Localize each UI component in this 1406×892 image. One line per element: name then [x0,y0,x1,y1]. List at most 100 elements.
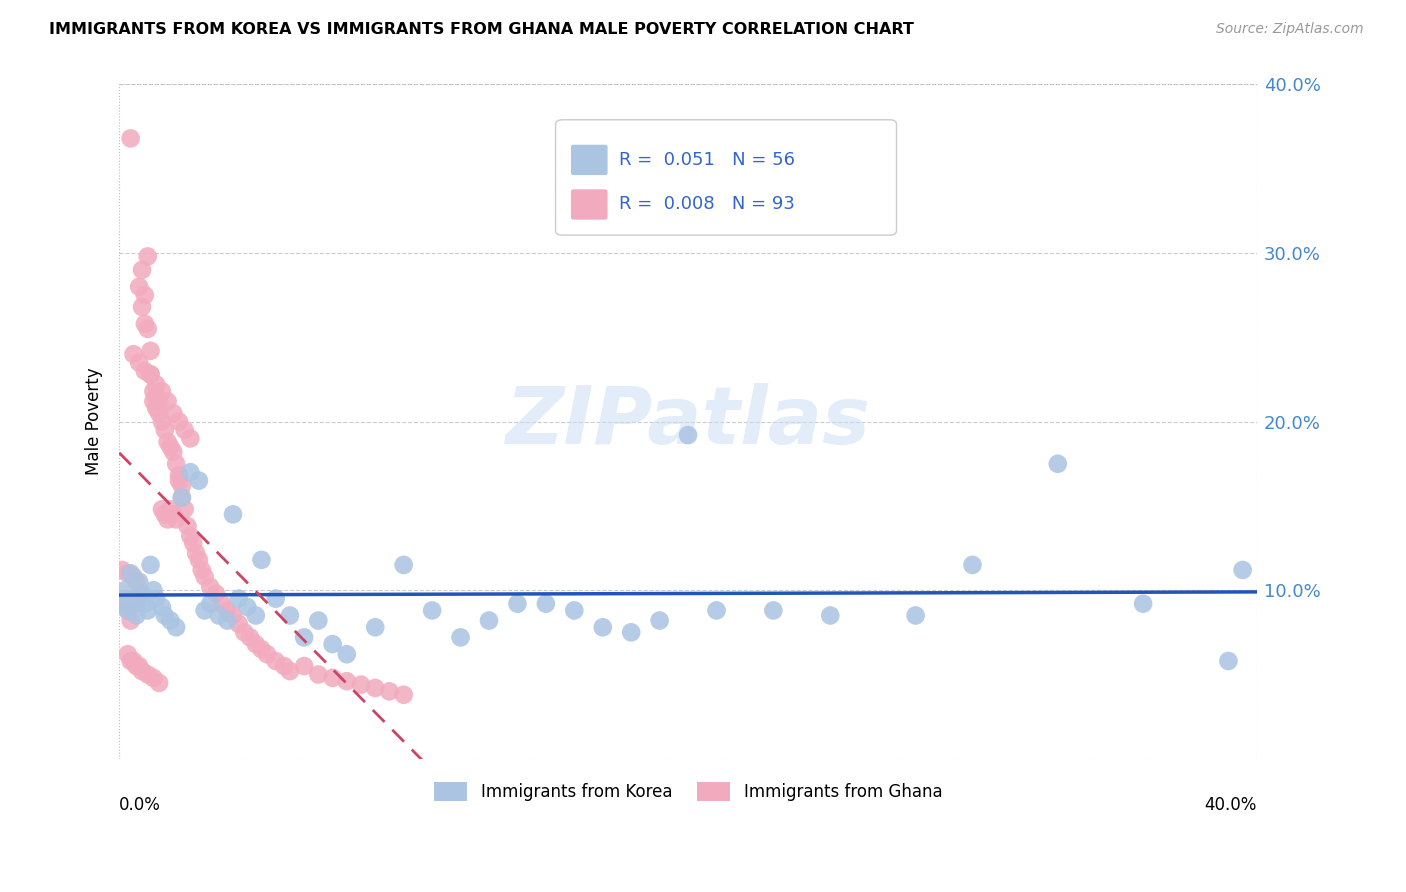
Point [159,440,181,454]
Point [292,631,315,645]
Point [364,681,387,695]
Point [190,563,212,577]
Point [131,300,153,314]
Point [228,616,250,631]
Point [184,546,207,560]
Point [205,586,228,600]
Point [134,317,156,331]
Point [120,614,142,628]
Point [194,570,217,584]
Point [1218,654,1240,668]
Point [128,574,150,589]
Y-axis label: Male Poverty: Male Poverty [86,368,103,475]
Point [322,671,344,685]
Point [117,647,139,661]
Point [162,445,184,459]
Point [450,631,472,645]
Point [173,502,195,516]
Legend: Immigrants from Korea, Immigrants from Ghana: Immigrants from Korea, Immigrants from G… [427,775,949,808]
Point [264,591,287,606]
Point [162,508,184,522]
Point [142,583,165,598]
Point [187,553,209,567]
Text: 0.0%: 0.0% [120,796,162,814]
Point [128,279,150,293]
Point [134,364,156,378]
Point [136,322,159,336]
Point [162,406,184,420]
Point [245,608,267,623]
Point [134,597,156,611]
Point [534,597,557,611]
Point [762,603,785,617]
Point [208,608,231,623]
Point [114,597,136,611]
Point [264,654,287,668]
Point [167,415,190,429]
Point [142,394,165,409]
Point [200,580,222,594]
Point [962,558,984,572]
Text: 40.0%: 40.0% [1205,796,1257,814]
Point [250,553,273,567]
Point [562,603,585,617]
Point [136,667,159,681]
Point [350,677,373,691]
Point [128,659,150,673]
Text: R =  0.051   N = 56: R = 0.051 N = 56 [619,151,794,169]
Point [159,502,181,516]
Point [222,508,245,522]
Point [1046,457,1069,471]
Point [145,401,167,416]
Point [122,347,145,361]
Point [134,288,156,302]
Point [904,608,927,623]
Point [236,600,259,615]
Point [111,563,134,577]
Point [194,603,217,617]
Text: IMMIGRANTS FROM KOREA VS IMMIGRANTS FROM GHANA MALE POVERTY CORRELATION CHART: IMMIGRANTS FROM KOREA VS IMMIGRANTS FROM… [49,22,914,37]
Point [364,620,387,634]
Point [125,608,148,623]
Point [136,249,159,263]
Point [307,667,329,681]
Point [139,368,162,382]
Point [128,586,150,600]
Point [148,676,170,690]
Point [156,512,179,526]
Point [139,343,162,358]
Point [179,465,201,479]
Text: R =  0.008   N = 93: R = 0.008 N = 93 [619,195,794,213]
Point [378,684,401,698]
Point [165,457,187,471]
Point [179,529,201,543]
Point [139,558,162,572]
Point [170,491,193,505]
Point [125,574,148,589]
Point [142,384,165,399]
Point [128,356,150,370]
Point [200,597,222,611]
Point [131,263,153,277]
Point [187,474,209,488]
Point [114,591,136,606]
Point [150,384,173,399]
Text: Source: ZipAtlas.com: Source: ZipAtlas.com [1216,22,1364,37]
Point [117,603,139,617]
Point [136,603,159,617]
Point [114,583,136,598]
Point [336,647,359,661]
Point [256,647,278,661]
Point [131,664,153,678]
Point [478,614,501,628]
Point [250,642,273,657]
Point [153,423,176,437]
Point [125,659,148,673]
Point [245,637,267,651]
Point [170,478,193,492]
Point [122,570,145,584]
Point [122,654,145,668]
Point [307,614,329,628]
Point [173,423,195,437]
Point [148,406,170,420]
